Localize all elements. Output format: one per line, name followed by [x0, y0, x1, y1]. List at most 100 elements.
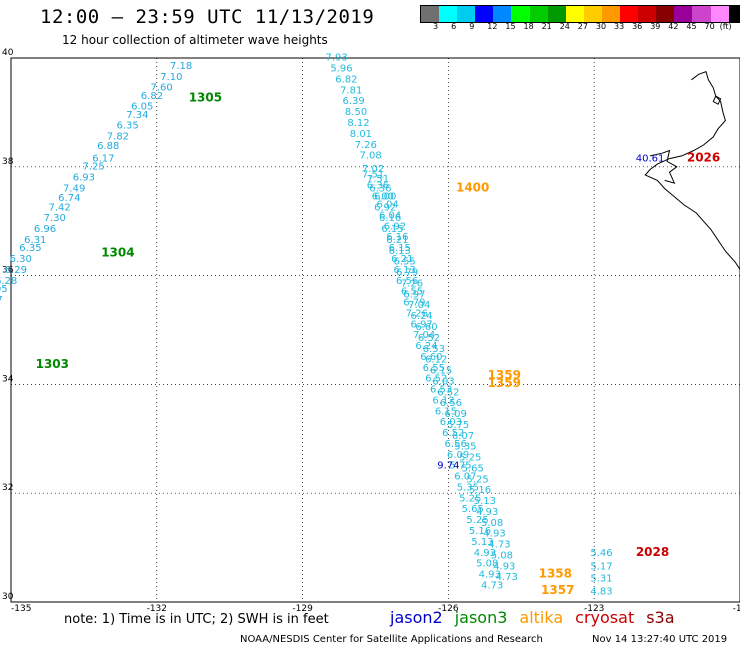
swh-value-altika: 6.24 — [411, 311, 433, 322]
legend-swatch — [439, 6, 458, 22]
swh-value-altika: 5.08 — [476, 559, 498, 570]
legend-swatch — [529, 6, 548, 22]
legend-tick-label: 24 — [559, 22, 570, 31]
color-scale-legend — [420, 5, 740, 23]
swh-value-altika: 7.04 — [408, 300, 430, 311]
chart-subtitle: 12 hour collection of altimeter wave hei… — [62, 33, 328, 47]
legend-swatch — [638, 6, 657, 22]
pass-time-label-altika: 1358 — [539, 567, 572, 581]
coastline — [644, 70, 740, 271]
swh-value-altika: 6.92 — [374, 202, 396, 213]
legend-swatch — [620, 6, 639, 22]
legend-tick-label: 45 — [686, 22, 697, 31]
swh-value-jason3: 6.88 — [97, 141, 119, 152]
legend-tick-label: 3 — [433, 22, 439, 31]
units-note: note: 1) Time is in UTC; 2) SWH is in fe… — [64, 612, 329, 627]
swh-value-altika: 6.92 — [384, 221, 406, 232]
swh-value-altika: 6.07 — [452, 431, 474, 442]
swh-value-altika: 6.07 — [454, 472, 476, 483]
swh-value-altika: 5.25 — [459, 493, 481, 504]
x-tick-label: -12 — [733, 604, 740, 614]
swh-value-altika: 5.25 — [466, 474, 488, 485]
legend-tick-label: 39 — [650, 22, 661, 31]
swh-value-jason2: 40.61 — [636, 153, 665, 164]
swh-value-altika: 6.52 — [442, 428, 464, 439]
legend-tick-label: 36 — [632, 22, 643, 31]
swh-value-altika: 6.00 — [372, 191, 394, 202]
legend-swatch — [674, 6, 693, 22]
y-tick-label: 30 — [2, 592, 14, 602]
swh-value-altika: 7.51 — [367, 174, 389, 185]
legend-tick-label: (ft) — [719, 22, 732, 31]
swh-value-altika: 7.04 — [413, 330, 435, 341]
swh-value-altika: 4.93 — [479, 570, 501, 581]
legend-swatch — [601, 6, 621, 22]
credit-date: Nov 14 13:27:40 UTC 2019 — [592, 634, 728, 645]
swh-value-altika: 7.26 — [406, 308, 428, 319]
legend-swatch — [511, 6, 530, 22]
swh-value-altika: 6.03 — [440, 417, 462, 428]
swh-value-altika: 7.26 — [355, 140, 377, 151]
swh-value-altika: 6.04 — [379, 210, 401, 221]
swh-value-altika: 5.96 — [330, 64, 352, 75]
swh-value-altika: 6.53 — [423, 344, 445, 355]
y-tick-label: 32 — [2, 483, 13, 493]
swh-value-altika: 6.21 — [391, 254, 413, 265]
y-tick-label: 40 — [2, 48, 14, 58]
pass-time-label-jason3: 1305 — [189, 91, 222, 105]
swh-value-jason3: 6.28 — [0, 276, 17, 287]
pass-time-label-cryosat: 2026 — [687, 150, 720, 164]
swh-value-altika: 6.60 — [415, 322, 437, 333]
pass-time-label-altika: 1400 — [456, 180, 489, 194]
swh-value-altika: 6.52 — [418, 333, 440, 344]
swh-value-altika: 6.60 — [420, 352, 442, 363]
swh-value-jason3: 7.05 — [0, 284, 8, 295]
swh-value-altika: 7.08 — [360, 151, 382, 162]
legend-swatch — [656, 6, 675, 22]
swh-value-altika: 8.12 — [347, 118, 369, 129]
swh-value-altika: 5.35 — [457, 482, 479, 493]
swh-value-jason3: 6.82 — [141, 91, 163, 102]
swh-value-altika: 6.55 — [394, 257, 416, 268]
swh-value-altika: 5.08 — [491, 550, 513, 561]
swh-value-altika: 7.02 — [362, 164, 384, 175]
swh-value-jason3: 6.17 — [92, 153, 114, 164]
swh-value-altika: 6.55 — [401, 287, 423, 298]
swh-value-altika: 4.73 — [496, 572, 518, 583]
swh-value-cryosat: 5.46 — [590, 548, 612, 559]
swh-value-jason3: 6.05 — [131, 102, 153, 113]
swh-value-jason3: 6.74 — [58, 193, 80, 204]
swh-value-altika: 6.15 — [381, 224, 403, 235]
swh-value-altika: 7.51 — [362, 170, 384, 181]
swh-value-altika: 6.52 — [425, 374, 447, 385]
y-tick-label: 34 — [2, 374, 14, 384]
credit-line: NOAA/NESDIS Center for Satellite Applica… — [240, 634, 543, 645]
swh-value-jason2: 9.74 — [437, 461, 459, 472]
swh-value-altika: 4.93 — [483, 529, 505, 540]
swh-value-cryosat: 4.83 — [590, 586, 612, 597]
satellite-name-cryosat: cryosat — [575, 608, 635, 627]
legend-tick-label: 42 — [668, 22, 679, 31]
swh-value-jason3: 6.35 — [117, 121, 139, 132]
swh-value-altika: 6.56 — [445, 439, 467, 450]
legend-swatch — [710, 6, 729, 22]
color-scale-labels: 3 6 9 12 15 18 21 24 27 30 33 36 39 42 45 70 (ft) — [420, 22, 740, 36]
swh-value-cryosat: 5.31 — [590, 573, 612, 584]
chart-title: 12:00 — 23:59 UTC 11/13/2019 — [40, 6, 375, 28]
swh-value-altika: 6.97 — [411, 319, 433, 330]
swh-value-cryosat: 5.17 — [590, 561, 612, 572]
swh-value-altika: 4.93 — [474, 548, 496, 559]
swh-value-altika: 6.36 — [367, 181, 389, 192]
swh-value-altika: 6.16 — [379, 213, 401, 224]
swh-value-altika: 5.16 — [469, 485, 491, 496]
swh-value-altika: 6.36 — [369, 183, 391, 194]
y-tick-label: 38 — [2, 157, 14, 167]
pass-time-label-jason3: 1303 — [36, 357, 69, 371]
swh-value-altika: 7.26 — [401, 278, 423, 289]
x-tick-label: -135 — [11, 604, 31, 614]
legend-tick-label: 18 — [523, 22, 534, 31]
swh-value-jason3: 6.30 — [10, 254, 32, 265]
x-tick-label: -123 — [584, 604, 604, 614]
swh-value-jason3: 7.60 — [151, 83, 173, 94]
